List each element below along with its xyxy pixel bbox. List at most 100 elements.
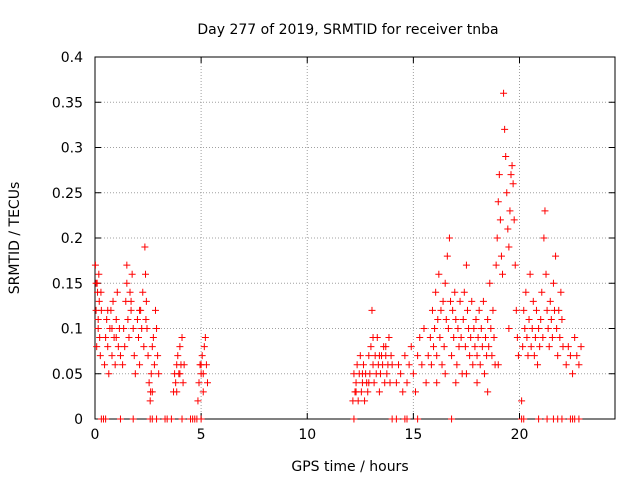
data-point xyxy=(113,288,121,296)
data-point xyxy=(448,415,456,423)
y-tick-label: 0.2 xyxy=(61,231,83,247)
data-point xyxy=(577,343,585,351)
data-point xyxy=(461,343,469,351)
y-tick-label: 0.35 xyxy=(52,95,83,111)
data-point xyxy=(145,379,153,387)
data-point xyxy=(414,415,422,423)
data-point xyxy=(392,415,400,423)
data-point xyxy=(544,325,552,332)
data-point xyxy=(453,361,461,369)
data-point xyxy=(103,315,111,323)
data-point xyxy=(109,297,117,305)
data-point xyxy=(95,270,103,278)
data-point xyxy=(401,352,409,360)
data-point xyxy=(125,334,133,342)
data-point xyxy=(527,343,535,351)
data-point xyxy=(140,343,148,351)
data-point xyxy=(94,325,102,332)
data-point xyxy=(420,325,428,332)
data-point xyxy=(499,270,507,278)
data-point xyxy=(555,306,563,314)
data-point xyxy=(462,370,470,378)
data-point xyxy=(397,370,405,378)
data-point xyxy=(523,334,531,342)
data-point xyxy=(136,306,144,314)
data-point xyxy=(91,261,99,269)
data-point xyxy=(418,361,426,369)
y-tick-label: 0.05 xyxy=(52,367,83,383)
data-point xyxy=(375,388,383,396)
data-point xyxy=(354,397,362,405)
data-point xyxy=(172,379,180,387)
data-point xyxy=(485,343,493,351)
data-point xyxy=(531,334,539,342)
data-point xyxy=(519,343,527,351)
y-tick-label: 0 xyxy=(74,412,83,428)
data-point xyxy=(178,334,186,342)
data-point xyxy=(399,388,407,396)
data-point xyxy=(548,334,556,342)
data-point xyxy=(102,415,110,423)
data-point xyxy=(435,270,443,278)
y-tick-label: 0.1 xyxy=(61,322,83,338)
data-point xyxy=(504,225,512,233)
data-point xyxy=(395,361,403,369)
data-point xyxy=(197,415,205,423)
data-point xyxy=(507,171,515,179)
x-tick-label: 10 xyxy=(298,427,316,443)
data-point xyxy=(416,334,424,342)
data-points xyxy=(91,89,585,423)
data-point xyxy=(146,397,154,405)
data-point xyxy=(475,306,483,314)
data-point xyxy=(149,334,157,342)
data-point xyxy=(558,315,566,323)
data-point xyxy=(463,306,471,314)
data-point xyxy=(426,334,434,342)
data-point xyxy=(508,162,516,170)
data-point xyxy=(505,243,513,251)
data-point xyxy=(176,343,184,351)
data-point xyxy=(375,352,383,360)
data-point xyxy=(383,370,391,378)
data-point xyxy=(469,361,477,369)
data-point xyxy=(439,297,447,305)
data-point xyxy=(543,306,551,314)
data-point xyxy=(155,370,163,378)
data-point xyxy=(442,315,450,323)
data-point xyxy=(541,207,549,215)
data-point xyxy=(529,297,537,305)
data-point xyxy=(428,306,436,314)
data-point xyxy=(539,334,547,342)
data-point xyxy=(522,288,530,296)
data-point xyxy=(553,325,561,332)
data-point xyxy=(575,415,583,423)
data-point xyxy=(153,415,161,423)
data-point xyxy=(447,297,455,305)
data-point xyxy=(488,352,496,360)
data-point xyxy=(116,352,124,360)
data-point xyxy=(466,352,474,360)
data-point xyxy=(486,279,494,287)
axis-ticks: 0 5 10 15 20 0 0.05 0.1 0.15 0.2 0.25 0.3 0.35 0.4 xyxy=(52,50,615,443)
data-point xyxy=(532,306,540,314)
data-point xyxy=(365,352,373,360)
data-point xyxy=(467,334,475,342)
data-point xyxy=(148,388,156,396)
data-point xyxy=(154,352,162,360)
data-point xyxy=(108,325,116,332)
data-point xyxy=(443,252,451,260)
data-point xyxy=(479,297,487,305)
data-point xyxy=(139,288,147,296)
data-point xyxy=(431,325,439,332)
data-point xyxy=(97,306,105,314)
data-point xyxy=(407,343,415,351)
data-point xyxy=(129,415,137,423)
data-point xyxy=(361,397,369,405)
data-point xyxy=(536,343,544,351)
data-point xyxy=(201,334,209,342)
data-point xyxy=(505,325,513,332)
data-point xyxy=(369,334,377,342)
data-point xyxy=(200,343,208,351)
data-point xyxy=(494,361,502,369)
data-point xyxy=(510,216,518,224)
